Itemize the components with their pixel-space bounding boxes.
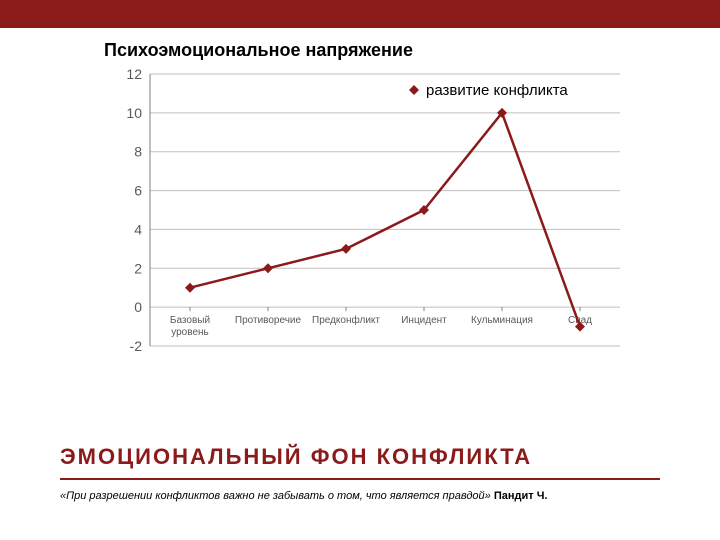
quote-text: «При разрешении конфликтов важно не забы… [60,490,491,502]
svg-text:Базовый: Базовый [170,315,210,326]
svg-text:6: 6 [134,183,142,199]
legend-marker-icon [409,85,419,95]
svg-text:10: 10 [126,105,142,121]
title-underline [60,478,660,480]
svg-text:Предконфликт: Предконфликт [312,314,380,326]
svg-text:Противоречие: Противоречие [235,315,302,326]
footer-quote: «При разрешении конфликтов важно не забы… [60,490,548,502]
svg-text:12: 12 [126,66,142,82]
quote-author: Пандит Ч. [491,490,548,502]
legend-label: развитие конфликта [426,82,568,99]
svg-text:уровень: уровень [171,327,209,338]
page-title: ЭМОЦИОНАЛЬНЫЙ ФОН КОНФЛИКТА [60,444,532,470]
svg-text:4: 4 [134,221,142,237]
chart-title: Психоэмоциональное напряжение [104,40,413,61]
svg-text:Кульминация: Кульминация [471,315,533,326]
svg-text:-2: -2 [130,338,143,354]
tension-chart: -2 0 2 4 6 8 10 12 Базовыйуровень Противоречие Пре… [90,64,630,374]
header-bar [0,0,720,28]
svg-text:Инцидент: Инцидент [401,315,447,326]
svg-text:2: 2 [134,260,142,276]
svg-text:0: 0 [134,299,142,315]
svg-text:8: 8 [134,144,142,160]
